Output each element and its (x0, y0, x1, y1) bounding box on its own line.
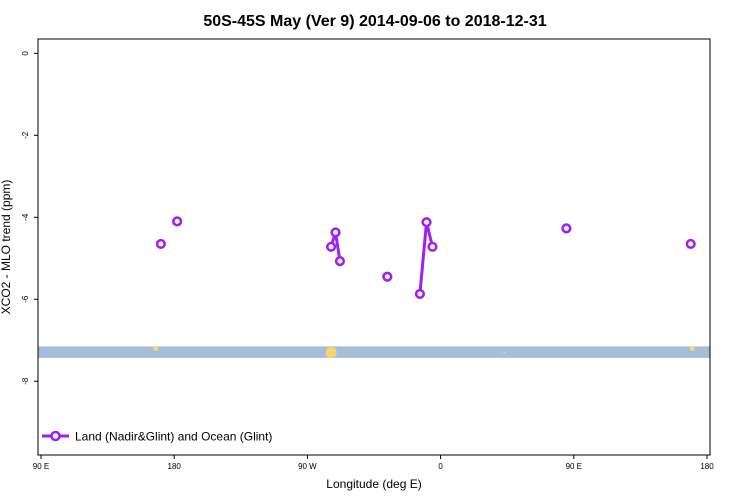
x-axis-label: Longitude (deg E) (326, 477, 421, 491)
data-point (334, 256, 346, 267)
data-band-layer (38, 346, 710, 358)
series-lines (329, 220, 434, 295)
series-points (155, 216, 696, 300)
y-tick-label: -6 (21, 295, 30, 303)
x-tick-label: 90 E (566, 462, 582, 471)
data-point (325, 241, 337, 252)
sample-marker (689, 345, 695, 351)
data-point (561, 223, 572, 234)
sample-marker (153, 345, 159, 351)
x-tick-label: 180 (168, 462, 182, 471)
data-point (421, 217, 432, 228)
x-tick-label: 180 (700, 462, 714, 471)
data-point (414, 288, 425, 300)
x-tick-label: 90 E (33, 462, 49, 471)
sample-marker (330, 347, 337, 354)
series-line (418, 220, 434, 295)
data-point (155, 238, 166, 250)
sample-marker (503, 351, 506, 354)
y-axis-label: XCO2 - MLO trend (ppm) (0, 180, 13, 315)
y-tick-label: -8 (21, 377, 30, 385)
legend: Land (Nadir&Glint) and Ocean (Glint) (42, 430, 272, 444)
chart-title: 50S-45S May (Ver 9) 2014-09-06 to 2018-1… (203, 13, 546, 30)
y-axis-ticks: 0 -2 -4 -6 -8 (21, 51, 38, 385)
x-tick-label: 0 (438, 462, 443, 471)
data-point (427, 241, 438, 252)
data-point (685, 238, 696, 250)
legend-label: Land (Nadir&Glint) and Ocean (Glint) (75, 430, 272, 444)
x-tick-label: 90 W (298, 462, 317, 471)
plot-frame (37, 38, 711, 456)
data-point (172, 216, 183, 227)
data-point (382, 271, 393, 282)
legend-marker-swatch (50, 430, 61, 442)
data-point (330, 227, 341, 238)
reference-band (38, 346, 710, 358)
y-tick-label: -4 (21, 213, 30, 221)
y-tick-label: -2 (21, 131, 30, 139)
x-axis-ticks: 90 E 180 90 W 0 90 E 180 (33, 455, 714, 471)
marker-layer (153, 345, 695, 359)
y-tick-label: 0 (21, 51, 30, 56)
